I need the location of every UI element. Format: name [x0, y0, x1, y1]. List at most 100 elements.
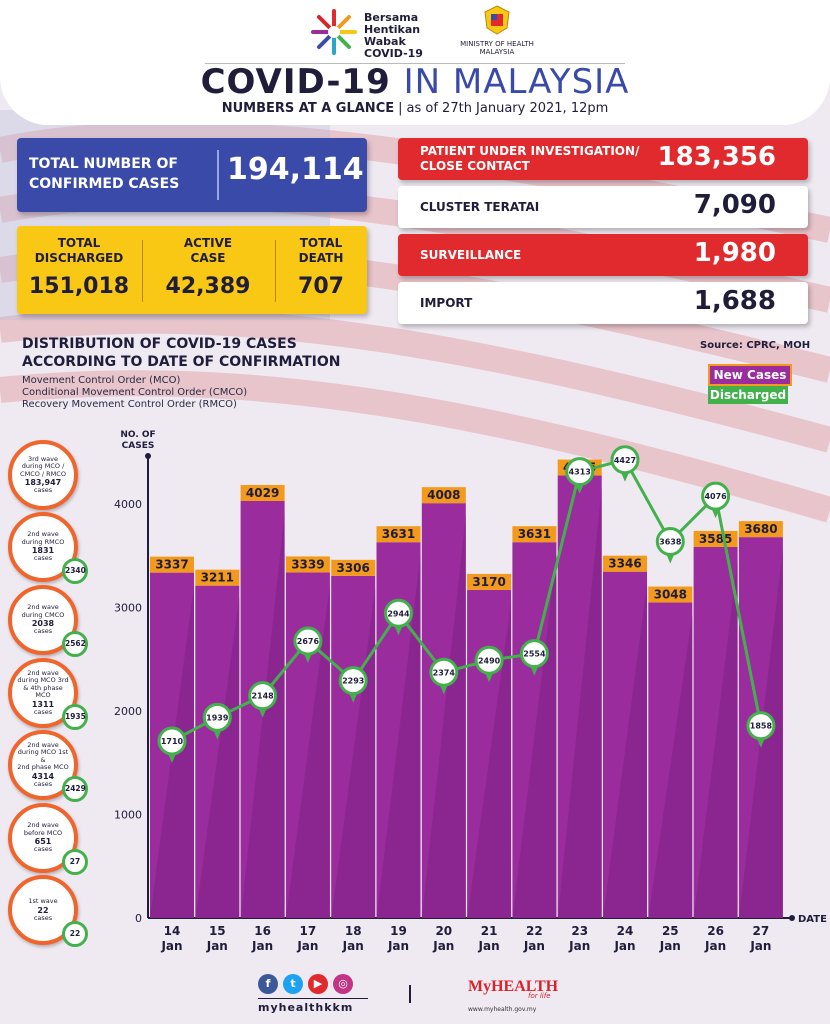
bar-group: 3211 [195, 569, 240, 918]
wave-desc: 2nd wave [27, 530, 59, 539]
active-stat: ACTIVE CASE 42,389 [147, 236, 269, 299]
x-tick-month: Jan [206, 939, 228, 953]
death-stat: TOTAL DEATH 707 [279, 236, 363, 299]
x-tick-month: Jan [387, 939, 409, 953]
wave-case-count: 4314 [31, 771, 55, 781]
pui-card: PATIENT UNDER INVESTIGATION/ CLOSE CONTA… [398, 138, 808, 180]
discharged-point [610, 445, 640, 475]
discharged-point [565, 457, 595, 487]
wave-unit: cases [33, 486, 53, 494]
campaign-line-3: Wabak [364, 35, 406, 48]
x-tick-month: Jan [432, 939, 454, 953]
bar-value-label: 3631 [518, 527, 551, 541]
wave-desc: 2nd wave [27, 821, 59, 830]
bar-shade [195, 597, 240, 918]
title-part-2: IN MALAYSIA [403, 62, 630, 102]
x-tick-day: 14 [164, 924, 181, 938]
active-label-l2: CASE [190, 251, 226, 265]
bar-value-label: 3346 [608, 557, 641, 571]
wave-unit: cases [33, 845, 53, 854]
social-handle[interactable]: myhealthkkm [258, 998, 368, 1014]
bar-label-bg [195, 569, 240, 586]
y-axis-end-dot [145, 453, 151, 459]
discharged-value-label: 2554 [523, 650, 546, 659]
outcome-card: TOTAL DISCHARGED 151,018 ACTIVE CASE 42,… [17, 226, 367, 314]
wave-desc: 2nd wave [27, 668, 59, 677]
bar-group: 3048 [648, 586, 693, 918]
subtitle-separator: | [398, 101, 403, 116]
subtitle-text: NUMBERS AT A GLANCE [221, 101, 395, 116]
x-tick-month: Jan [704, 939, 726, 953]
wave-text: 2nd wave during RMCO 1831 cases [16, 516, 70, 578]
header: Bersama Hentikan Wabak COVID-19 MINISTRY… [0, 0, 830, 125]
wave-text: 2nd wave before MCO 651 cases [16, 807, 70, 869]
surveillance-label: SURVEILLANCE [420, 248, 522, 262]
mco-notes: Movement Control Order (MCO) Conditional… [22, 375, 247, 411]
bar-label-bg [376, 526, 421, 543]
note-mco: Movement Control Order (MCO) [22, 375, 181, 386]
cluster-label: CLUSTER TERATAI [420, 200, 540, 214]
bar-shade [467, 601, 512, 918]
bar-shade [331, 587, 376, 918]
x-tick-day: 26 [707, 924, 724, 938]
bar-value-label: 4029 [246, 486, 279, 500]
x-tick-day: 21 [481, 924, 498, 938]
wave-text: 2nd wave during CMCO 2038 cases [16, 589, 70, 651]
discharged-point [474, 645, 504, 675]
wave-text: 3rd wave during MCO / CMCO / RMCO 183,947 ca… [16, 444, 70, 506]
x-tick-month: Jan [342, 939, 364, 953]
y-tick-label: 0 [135, 912, 142, 925]
chart-title: DISTRIBUTION OF COVID-19 CASES ACCORDING… [22, 335, 341, 371]
source-note: Source: CPRC, MOH [700, 340, 811, 351]
bar-value-label: 3585 [699, 532, 732, 546]
bar-group: 3631 [376, 526, 421, 918]
wave-desc: 2nd wave [27, 603, 59, 612]
x-tick-day: 25 [662, 924, 679, 938]
confirmed-cases-card: TOTAL NUMBER OF CONFIRMED CASES 194,114 [17, 138, 367, 212]
wave-case-count: 183,947 [24, 478, 62, 487]
discharged-value-label: 2944 [387, 609, 410, 618]
youtube-icon[interactable]: ▶ [308, 974, 328, 994]
bar-label-bg [648, 586, 693, 603]
twitter-icon[interactable]: t [283, 974, 303, 994]
x-tick-day: 22 [526, 924, 543, 938]
discharged-point [338, 666, 368, 696]
x-tick-month: Jan [659, 939, 681, 953]
bar-label-bg [285, 556, 330, 573]
x-tick-day: 27 [753, 924, 770, 938]
wave-circle: 1st wave 22 cases [8, 875, 78, 945]
wave-discharged-badge: 2340 [62, 558, 88, 584]
active-label-l1: ACTIVE [183, 236, 233, 250]
x-tick-day: 17 [300, 924, 317, 938]
wave-circle: 3rd wave during MCO / CMCO / RMCO 183,947 ca… [8, 440, 78, 510]
legend-new-cases: New Cases [708, 364, 792, 386]
page-subtitle: NUMBERS AT A GLANCE | as of 27th January 2… [0, 101, 830, 116]
wave-desc: during RMCO [21, 537, 65, 546]
confirmed-value: 194,114 [227, 152, 364, 187]
discharged-value-label: 3638 [659, 537, 682, 546]
wave-discharged-badge: 22 [62, 921, 88, 947]
pui-value: 183,356 [657, 142, 776, 172]
facebook-icon[interactable]: f [258, 974, 278, 994]
wave-case-count: 1831 [31, 546, 55, 556]
bar-group: 3346 [603, 555, 647, 918]
bar-group: 4008 [421, 487, 466, 918]
instagram-icon[interactable]: ◎ [333, 974, 353, 994]
wave-text: 2nd wave during MCO 3rd & 4th phase MCO 131… [16, 662, 70, 724]
wave-desc: 2nd wave [27, 740, 59, 749]
legend-discharged: Discharged [708, 386, 788, 404]
discharged-value-label: 2293 [342, 677, 364, 686]
myhealth-brand: MyHEALTH [468, 978, 559, 995]
discharged-value-label: 1858 [750, 722, 773, 731]
discharged-value-label: 2490 [478, 656, 501, 665]
wave-desc: during MCO 3rd [17, 676, 69, 685]
x-axis-label: DATE [798, 914, 827, 925]
x-tick-day: 23 [571, 924, 588, 938]
campaign-line-2: Hentikan [364, 23, 421, 36]
confirmed-divider [217, 150, 219, 200]
myhealth-url[interactable]: www.myhealth.gov.my [468, 1006, 537, 1013]
bar-label-bg [693, 530, 738, 547]
bar-label-bg [331, 559, 376, 576]
as-of-date: as of 27th January 2021, 12pm [406, 101, 609, 116]
bar-group: 3306 [331, 559, 376, 918]
